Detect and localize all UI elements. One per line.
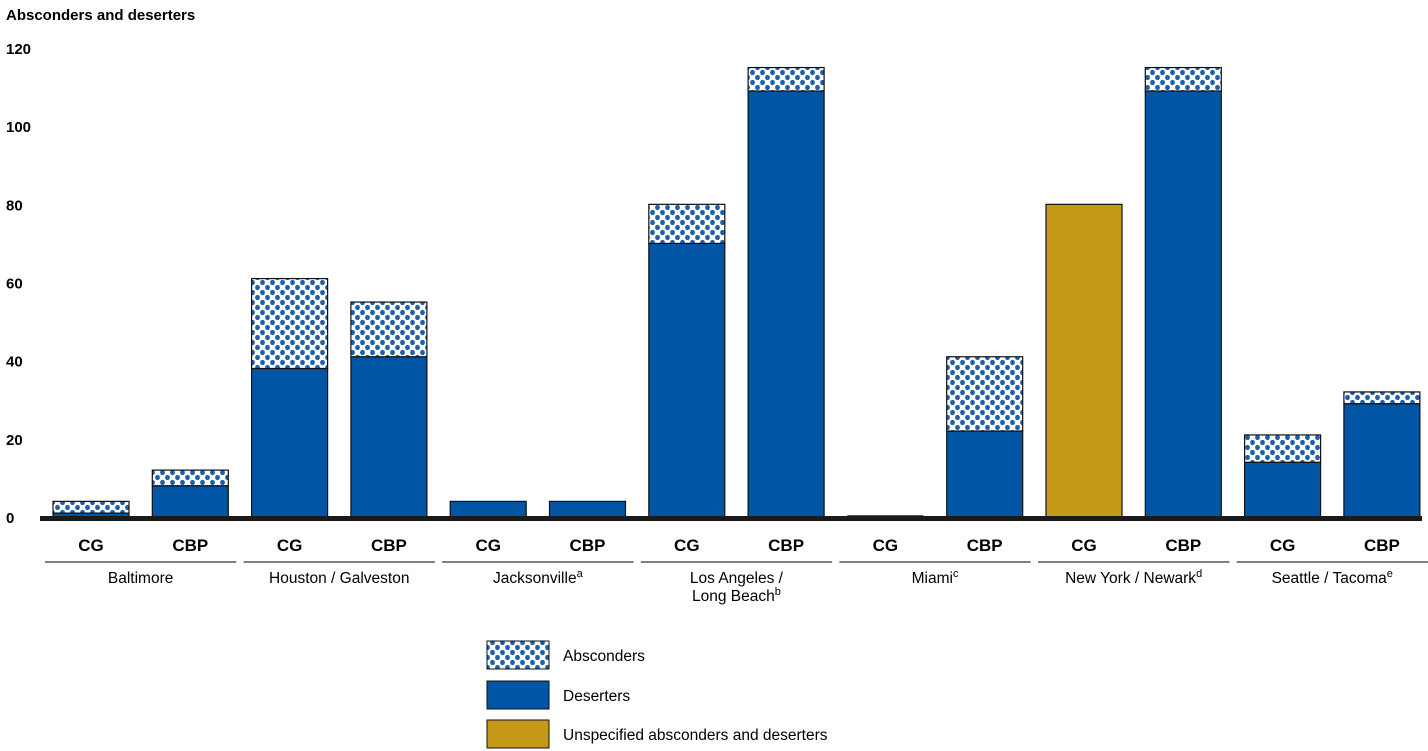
legend-swatch: [486, 719, 550, 749]
bar-deserters: [946, 430, 1024, 518]
x-tick-label: CBP: [172, 536, 208, 555]
bar-absconders: [1243, 434, 1322, 463]
legend-label: Unspecified absconders and deserters: [563, 727, 828, 744]
group-label: Baltimore: [108, 570, 173, 587]
bar-deserters: [747, 90, 825, 518]
x-tick-label: CG: [1071, 536, 1097, 555]
bar-absconders: [350, 301, 428, 358]
x-tick-label: CBP: [1364, 536, 1400, 555]
bar-absconders: [251, 277, 329, 370]
x-tick-label: CBP: [1165, 536, 1201, 555]
x-tick-label: CG: [277, 536, 303, 555]
x-tick-label: CBP: [570, 536, 606, 555]
group-label: New York / Newarkd: [1065, 568, 1202, 587]
x-tick-label: CBP: [967, 536, 1003, 555]
x-tick-label: CG: [674, 536, 700, 555]
bar-absconders: [151, 469, 229, 487]
bar-absconders: [1144, 66, 1222, 92]
y-tick-label: 100: [6, 119, 31, 136]
bar-absconders: [1343, 391, 1421, 405]
bar-absconders: [52, 500, 130, 514]
y-tick-label: 0: [6, 510, 14, 527]
bar-deserters: [548, 500, 627, 518]
y-tick-label: 40: [6, 354, 23, 371]
sub-category-labels: CG CBP CG CBP CG CBP CG CBP CG CBP CG CBP CG CBP: [78, 536, 1400, 555]
legend: Absconders Deserters Unspecified absconder…: [486, 640, 828, 749]
bar-deserters: [350, 356, 428, 518]
legend-label: Deserters: [563, 688, 630, 705]
bar-deserters: [1343, 403, 1421, 518]
bar-absconders: [648, 203, 726, 245]
y-axis-ticks: 0 20 40 60 80 100 120: [6, 41, 31, 527]
x-tick-label: CG: [475, 536, 501, 555]
x-axis-baseline: [40, 516, 1422, 521]
bar-absconders: [946, 356, 1024, 432]
x-tick-label: CG: [1270, 536, 1296, 555]
legend-swatch: [486, 680, 550, 710]
x-tick-label: CG: [873, 536, 899, 555]
bars: [52, 66, 1421, 518]
bar-deserters: [648, 242, 726, 518]
group-labels: Baltimore Houston / Galveston Jacksonville…: [45, 561, 1428, 605]
bar-deserters: [449, 500, 527, 518]
bar-absconders: [747, 66, 825, 92]
y-tick-label: 20: [6, 432, 23, 449]
y-tick-label: 120: [6, 41, 31, 58]
y-axis-title: Absconders and deserters: [6, 7, 195, 24]
group-label: Los Angeles / Long Beachb: [690, 570, 784, 605]
y-tick-label: 60: [6, 276, 23, 293]
x-tick-label: CBP: [768, 536, 804, 555]
bar-unspecified: [1045, 203, 1123, 518]
x-tick-label: CBP: [371, 536, 407, 555]
y-tick-label: 80: [6, 197, 23, 214]
bar-deserters: [1144, 90, 1222, 518]
bar-deserters: [1243, 461, 1322, 518]
bar-deserters: [251, 367, 329, 518]
bar-deserters: [151, 485, 229, 518]
group-label: Seattle / Tacomae: [1272, 568, 1393, 587]
legend-label: Absconders: [563, 648, 645, 665]
legend-swatch: [486, 640, 550, 670]
group-label: Houston / Galveston: [269, 570, 409, 587]
group-label: Miamic: [912, 568, 959, 587]
x-tick-label: CG: [78, 536, 104, 555]
group-label: Jacksonvillea: [493, 568, 584, 587]
